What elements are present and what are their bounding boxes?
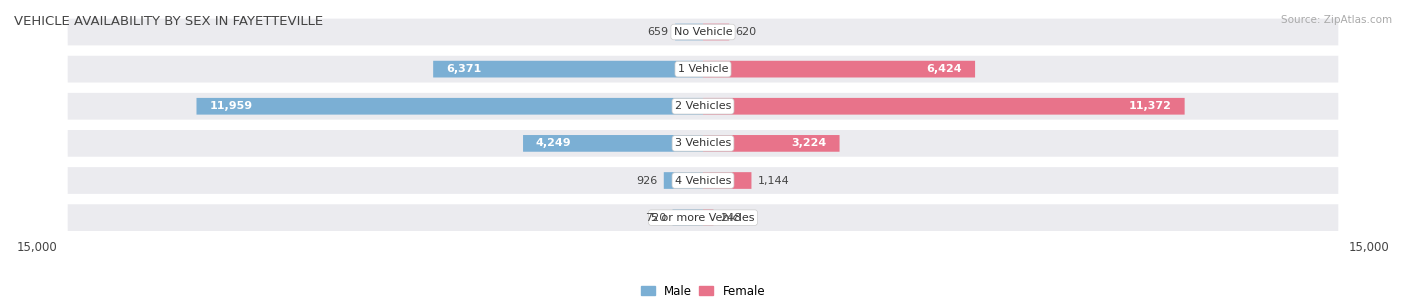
FancyBboxPatch shape — [197, 98, 703, 115]
Text: 4,249: 4,249 — [536, 138, 571, 148]
FancyBboxPatch shape — [675, 24, 703, 40]
Text: 720: 720 — [645, 213, 666, 223]
Text: 1 Vehicle: 1 Vehicle — [678, 64, 728, 74]
FancyBboxPatch shape — [703, 98, 1185, 115]
FancyBboxPatch shape — [672, 209, 703, 226]
Text: 11,372: 11,372 — [1129, 101, 1173, 111]
FancyBboxPatch shape — [67, 56, 1339, 83]
FancyBboxPatch shape — [703, 209, 713, 226]
FancyBboxPatch shape — [433, 61, 703, 77]
Text: No Vehicle: No Vehicle — [673, 27, 733, 37]
Text: 248: 248 — [720, 213, 741, 223]
Text: 15,000: 15,000 — [1348, 241, 1389, 254]
Text: 3 Vehicles: 3 Vehicles — [675, 138, 731, 148]
FancyBboxPatch shape — [703, 24, 730, 40]
FancyBboxPatch shape — [703, 172, 751, 189]
Text: 2 Vehicles: 2 Vehicles — [675, 101, 731, 111]
Text: 11,959: 11,959 — [209, 101, 252, 111]
FancyBboxPatch shape — [67, 19, 1339, 45]
FancyBboxPatch shape — [67, 93, 1339, 120]
Text: 620: 620 — [735, 27, 756, 37]
FancyBboxPatch shape — [523, 135, 703, 152]
Text: 5 or more Vehicles: 5 or more Vehicles — [651, 213, 755, 223]
Text: 3,224: 3,224 — [792, 138, 827, 148]
Text: VEHICLE AVAILABILITY BY SEX IN FAYETTEVILLE: VEHICLE AVAILABILITY BY SEX IN FAYETTEVI… — [14, 15, 323, 28]
Text: 4 Vehicles: 4 Vehicles — [675, 176, 731, 185]
Text: Source: ZipAtlas.com: Source: ZipAtlas.com — [1281, 15, 1392, 25]
Text: 6,424: 6,424 — [927, 64, 962, 74]
Legend: Male, Female: Male, Female — [636, 280, 770, 302]
Text: 6,371: 6,371 — [446, 64, 481, 74]
Text: 926: 926 — [636, 176, 658, 185]
Text: 15,000: 15,000 — [17, 241, 58, 254]
FancyBboxPatch shape — [703, 135, 839, 152]
Text: 659: 659 — [648, 27, 669, 37]
FancyBboxPatch shape — [664, 172, 703, 189]
Text: 1,144: 1,144 — [758, 176, 790, 185]
FancyBboxPatch shape — [67, 130, 1339, 157]
FancyBboxPatch shape — [67, 204, 1339, 231]
FancyBboxPatch shape — [67, 167, 1339, 194]
FancyBboxPatch shape — [703, 61, 976, 77]
